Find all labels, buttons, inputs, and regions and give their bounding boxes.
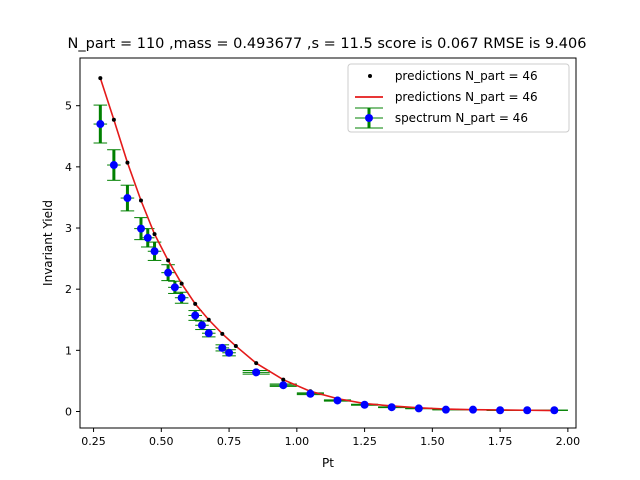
y-tick-label: 0 <box>65 405 72 418</box>
prediction-point <box>206 317 211 322</box>
spectrum-point <box>177 293 186 302</box>
spectrum-point <box>170 283 179 292</box>
spectrum-point <box>218 343 227 352</box>
prediction-point <box>233 344 238 349</box>
legend-label-spectrum: spectrum N_part = 46 <box>391 111 528 125</box>
y-axis-ticks: 0 1 2 3 4 5 <box>65 100 80 418</box>
prediction-point <box>138 198 143 203</box>
prediction-point <box>281 377 286 382</box>
spectrum-point <box>143 233 152 242</box>
spectrum-point <box>333 396 342 405</box>
y-axis-label: Invariant Yield <box>41 200 55 286</box>
x-tick-label: 1.50 <box>420 435 445 448</box>
y-tick-label: 3 <box>65 222 72 235</box>
x-tick-label: 1.00 <box>285 435 310 448</box>
x-tick-label: 1.75 <box>488 435 513 448</box>
spectrum-point <box>469 405 478 414</box>
legend-marker-prediction-points <box>368 74 372 78</box>
legend-marker-spectrum <box>355 107 383 129</box>
y-tick-label: 4 <box>65 161 72 174</box>
x-tick-label: 2.00 <box>556 435 581 448</box>
spectrum-point <box>150 247 159 256</box>
x-tick-label: 0.75 <box>217 435 242 448</box>
x-tick-label: 1.25 <box>352 435 377 448</box>
prediction-point <box>166 258 171 263</box>
spectrum-point <box>252 368 261 377</box>
x-axis-label: Pt <box>322 456 334 470</box>
spectrum-point <box>550 406 559 415</box>
spectrum-point <box>279 381 288 390</box>
prediction-point <box>220 331 225 336</box>
prediction-point <box>254 361 259 366</box>
prediction-point <box>98 76 103 81</box>
y-tick-label: 1 <box>65 344 72 357</box>
spectrum-point <box>225 348 234 357</box>
chart-title: N_part = 110 ,mass = 0.493677 ,s = 11.5 … <box>68 36 587 52</box>
prediction-point <box>125 160 130 165</box>
spectrum-point <box>441 405 450 414</box>
spectrum-point <box>204 329 213 338</box>
spectrum-point <box>360 400 369 409</box>
spectrum-point <box>523 406 532 415</box>
prediction-point <box>152 232 157 237</box>
prediction-point <box>111 117 116 122</box>
spectrum-point <box>123 194 132 203</box>
spectrum-point <box>136 224 145 233</box>
spectrum-point <box>387 403 396 412</box>
spectrum-point <box>414 404 423 413</box>
data-layer <box>93 76 568 415</box>
x-axis-ticks: 0.25 0.50 0.75 1.00 1.25 1.50 1.75 2.00 <box>81 428 580 448</box>
spectrum-point <box>96 120 105 129</box>
spectrum-point <box>109 161 118 170</box>
spectrum-point <box>164 268 173 277</box>
legend-frame <box>347 63 570 133</box>
y-tick-label: 2 <box>65 283 72 296</box>
spectrum-point <box>197 321 206 330</box>
prediction-point <box>193 301 198 306</box>
legend: predictions N_part = 46 predictions N_pa… <box>347 63 570 133</box>
spectrum-point <box>191 311 200 320</box>
spectrum-point <box>496 406 505 415</box>
prediction-point <box>179 281 184 286</box>
x-tick-label: 0.50 <box>149 435 174 448</box>
plot-frame <box>79 57 577 429</box>
legend-label-prediction-line: predictions N_part = 46 <box>391 90 538 104</box>
legend-label-prediction-points: predictions N_part = 46 <box>391 69 538 83</box>
spectrum-point <box>306 389 315 398</box>
x-tick-label: 0.25 <box>81 435 106 448</box>
y-tick-label: 5 <box>65 100 72 113</box>
